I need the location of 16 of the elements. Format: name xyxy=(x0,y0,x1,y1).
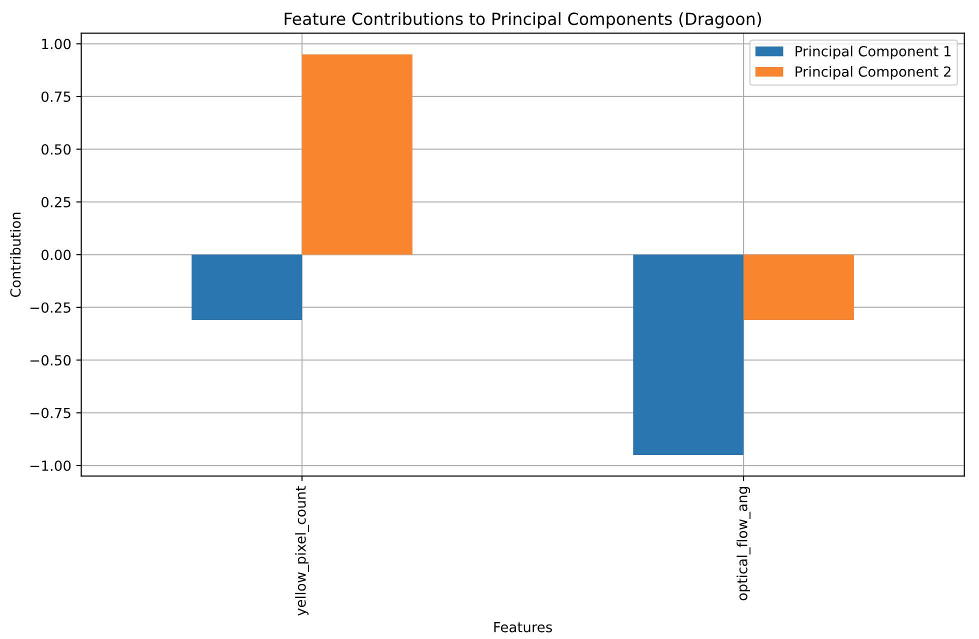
y-axis-title: Contribution xyxy=(10,212,21,297)
y-tick-label: 0.00 xyxy=(42,250,71,260)
legend-label: Principal Component 1 xyxy=(796,46,951,60)
x-tick-label: yellow_pixel_count xyxy=(295,486,309,616)
y-tick-label: −0.50 xyxy=(30,355,71,366)
y-tick-label: −0.25 xyxy=(30,302,70,313)
x-tick-label: optical_flow_ang xyxy=(736,487,750,600)
y-tick-label: 0.25 xyxy=(42,196,70,208)
chart-title: Feature Contributions to Principal Components (Dragoon) xyxy=(284,12,761,28)
y-tick-label: 0.50 xyxy=(42,144,71,155)
y-tick-label: 0.75 xyxy=(42,91,70,102)
legend-label: Principal Component 2 xyxy=(796,66,950,80)
y-tick-label: −1.00 xyxy=(30,460,71,471)
x-axis-title: Features xyxy=(494,622,552,632)
y-tick-label: 1.00 xyxy=(42,38,71,50)
y-tick-label: −0.75 xyxy=(30,408,70,418)
